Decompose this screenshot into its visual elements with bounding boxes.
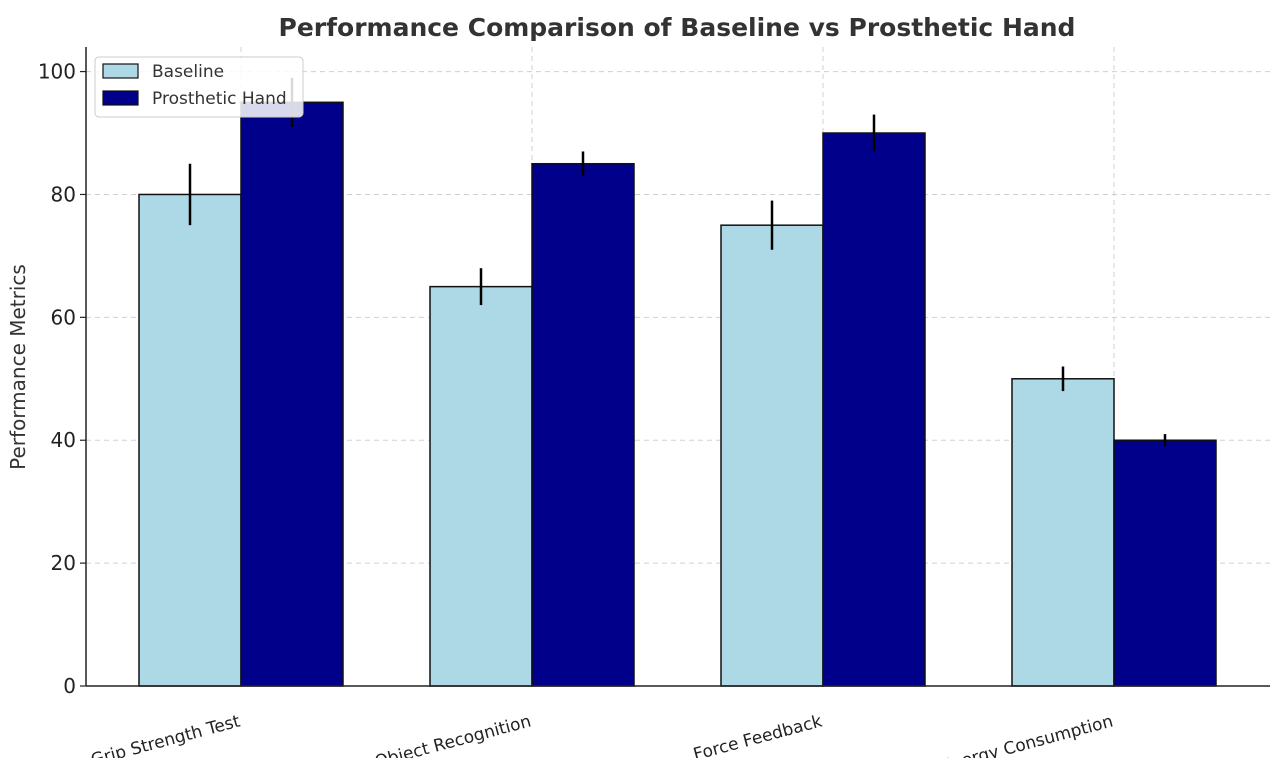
y-tick-label: 20	[51, 551, 76, 575]
x-tick-label: Grip Strength Test	[89, 711, 243, 758]
y-axis-label: Performance Metrics	[6, 264, 30, 470]
x-tick-labels: Grip Strength Test Object Recognition Forc…	[89, 711, 1115, 758]
x-tick-label: Object Recognition	[373, 712, 534, 758]
bar-baseline	[720, 224, 824, 687]
y-tick-label: 100	[38, 60, 76, 84]
y-tick-label: 60	[51, 305, 76, 329]
bar-prosthetic-hand	[1113, 439, 1217, 687]
legend-label: Prosthetic Hand	[152, 89, 287, 109]
x-tick-label: Energy Consumption	[939, 712, 1116, 758]
bar-baseline	[1011, 378, 1115, 687]
x-tick-label: Force Feedback	[691, 711, 824, 758]
bar-prosthetic-hand	[822, 132, 926, 687]
chart-title: Performance Comparison of Baseline vs Pr…	[279, 13, 1076, 42]
legend-label: Baseline	[152, 62, 224, 82]
bar-prosthetic-hand	[240, 101, 344, 687]
y-tick-label: 80	[51, 182, 76, 206]
y-tick-label: 40	[51, 428, 76, 452]
y-tick-label: 0	[63, 674, 76, 698]
y-tick-labels: 0 20 40 60 80 100	[38, 60, 76, 698]
legend-swatch	[102, 90, 139, 106]
legend-box	[94, 56, 304, 118]
bars	[138, 101, 1217, 687]
bar-baseline	[429, 285, 533, 687]
legend-swatch	[102, 63, 139, 79]
axes	[80, 47, 1270, 687]
legend: Baseline Prosthetic Hand	[94, 56, 304, 118]
bar-baseline	[138, 193, 242, 687]
bar-prosthetic-hand	[531, 162, 635, 687]
error-bars	[188, 77, 1167, 447]
